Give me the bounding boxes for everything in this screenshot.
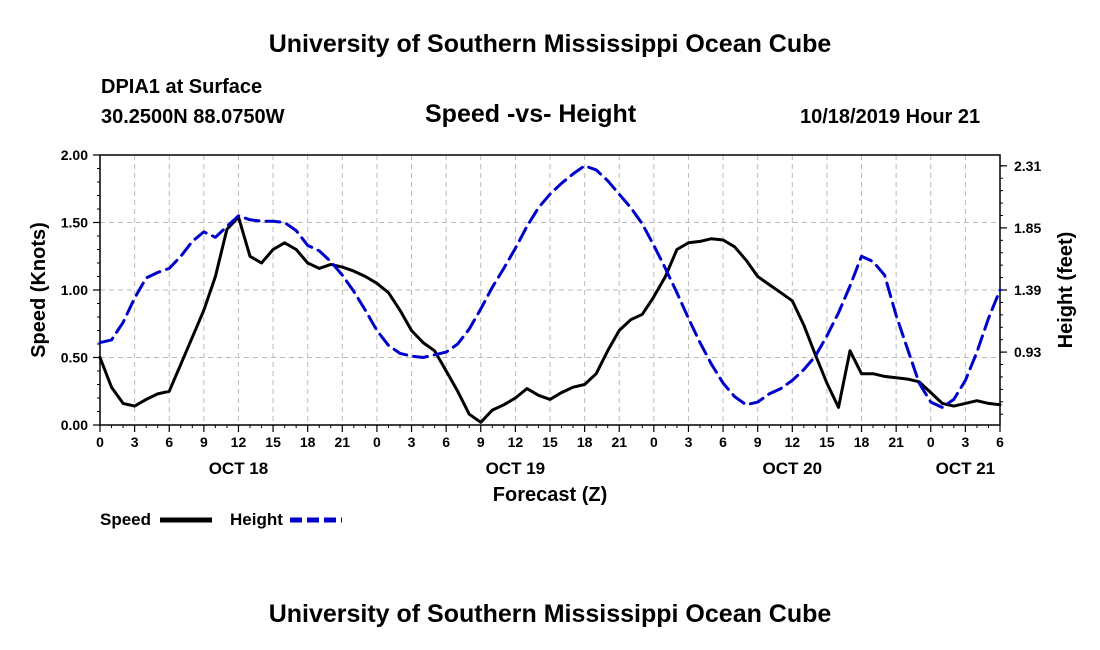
series-line-height <box>98 164 1002 409</box>
x-tick-label: 18 <box>577 434 593 450</box>
x-tick-label: 0 <box>650 434 658 450</box>
x-tick-label: 18 <box>300 434 316 450</box>
x-tick-label: 6 <box>442 434 450 450</box>
date-label: OCT 20 <box>763 459 823 478</box>
x-tick-label: 3 <box>131 434 139 450</box>
x-tick-label: 3 <box>685 434 693 450</box>
tick-labels: 0 3 6 9 12 15 18 21 0 3 6 9 12 15 18 21 0 3 6 9 12 15 18 21 0 3 6O… <box>61 147 1042 478</box>
chart-subtitle: Speed -vs- Height <box>425 100 637 128</box>
x-tick-label: 18 <box>854 434 870 450</box>
x-tick-label: 0 <box>96 434 104 450</box>
y-axis-label: Speed (Knots) <box>28 222 50 358</box>
y2-axis-label: Height (feet) <box>1055 232 1077 349</box>
x-tick-label: 15 <box>542 434 558 450</box>
x-tick-label: 21 <box>335 434 351 450</box>
y-tick-label: 0.50 <box>61 350 88 366</box>
x-tick-label: 6 <box>719 434 727 450</box>
y-tick-label: 0.00 <box>61 417 88 433</box>
x-axis-label: Forecast (Z) <box>493 484 607 506</box>
y2-tick-label: 1.39 <box>1014 282 1041 298</box>
chart-title-top: University of Southern Mississippi Ocean… <box>268 30 832 58</box>
date-label: OCT 19 <box>486 459 546 478</box>
y-tick-label: 2.00 <box>61 147 88 163</box>
x-tick-label: 3 <box>961 434 969 450</box>
legend-height-label: Height <box>230 510 283 529</box>
date-label: OCT 21 <box>936 459 996 478</box>
series-layer <box>98 164 1002 424</box>
x-tick-label: 15 <box>265 434 281 450</box>
coords-label: 30.2500N 88.0750W <box>101 106 285 128</box>
x-tick-label: 6 <box>165 434 173 450</box>
y2-tick-label: 2.31 <box>1014 158 1041 174</box>
x-tick-label: 6 <box>996 434 1004 450</box>
x-tick-label: 9 <box>477 434 485 450</box>
chart-title-bottom: University of Southern Mississippi Ocean… <box>268 600 832 628</box>
y-tick-label: 1.50 <box>61 215 88 231</box>
y-tick-label: 1.00 <box>61 282 88 298</box>
x-tick-label: 21 <box>611 434 627 450</box>
series-line-speed <box>98 215 1002 424</box>
station-label: DPIA1 at Surface <box>101 76 263 98</box>
x-tick-label: 0 <box>927 434 935 450</box>
x-tick-label: 0 <box>373 434 381 450</box>
x-tick-label: 12 <box>231 434 247 450</box>
x-tick-label: 12 <box>785 434 801 450</box>
x-tick-label: 9 <box>754 434 762 450</box>
datetime-label: 10/18/2019 Hour 21 <box>800 106 981 128</box>
date-label: OCT 18 <box>209 459 269 478</box>
x-tick-label: 15 <box>819 434 835 450</box>
x-tick-label: 9 <box>200 434 208 450</box>
x-tick-label: 21 <box>888 434 904 450</box>
legend-speed-label: Speed <box>100 510 151 529</box>
legend: Speed Height <box>100 510 342 529</box>
x-tick-label: 12 <box>508 434 524 450</box>
y2-tick-label: 0.93 <box>1014 344 1041 360</box>
y2-tick-label: 1.85 <box>1014 220 1041 236</box>
x-tick-label: 3 <box>408 434 416 450</box>
